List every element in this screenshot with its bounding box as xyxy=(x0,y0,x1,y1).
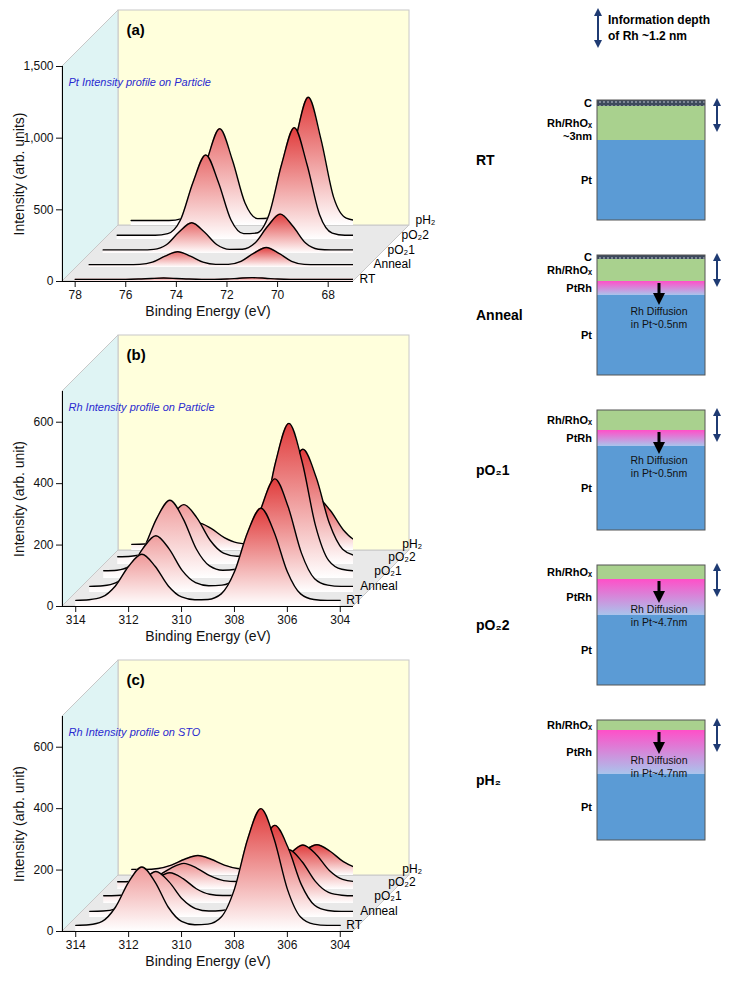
svg-text:308: 308 xyxy=(224,613,244,627)
svg-text:PtRh: PtRh xyxy=(566,591,592,603)
svg-text:400: 400 xyxy=(33,476,53,490)
svg-text:Intensity (arb. unit): Intensity (arb. unit) xyxy=(11,766,27,882)
svg-text:(b): (b) xyxy=(127,346,146,363)
svg-text:600: 600 xyxy=(33,740,53,754)
svg-text:in Pt~4.7nm: in Pt~4.7nm xyxy=(631,616,688,628)
svg-text:0: 0 xyxy=(47,924,54,938)
svg-text:pO₂2: pO₂2 xyxy=(476,617,510,633)
svg-text:600: 600 xyxy=(33,415,53,429)
svg-text:72: 72 xyxy=(220,288,234,302)
svg-text:PtRh: PtRh xyxy=(566,432,592,444)
svg-text:312: 312 xyxy=(119,938,139,952)
svg-text:Information depth: Information depth xyxy=(608,13,710,27)
svg-text:pO₂1: pO₂1 xyxy=(374,889,402,903)
svg-text:Pt: Pt xyxy=(581,801,592,813)
svg-text:78: 78 xyxy=(68,288,82,302)
svg-text:pH₂: pH₂ xyxy=(476,772,501,788)
svg-text:Pt: Pt xyxy=(581,482,592,494)
svg-text:pO₂1: pO₂1 xyxy=(374,564,402,578)
svg-text:304: 304 xyxy=(330,613,350,627)
svg-text:in Pt~0.5nm: in Pt~0.5nm xyxy=(631,467,688,479)
svg-text:~3nm: ~3nm xyxy=(563,130,592,142)
svg-text:Rh/RhOₓ: Rh/RhOₓ xyxy=(547,264,593,276)
svg-text:RT: RT xyxy=(360,272,376,286)
svg-text:306: 306 xyxy=(277,938,297,952)
svg-text:Anneal: Anneal xyxy=(476,307,523,323)
svg-text:310: 310 xyxy=(172,613,192,627)
svg-text:Intensity (arb. unit): Intensity (arb. unit) xyxy=(11,441,27,557)
svg-text:70: 70 xyxy=(271,288,285,302)
svg-text:304: 304 xyxy=(330,938,350,952)
svg-text:pO₂2: pO₂2 xyxy=(388,875,416,889)
svg-text:PtRh: PtRh xyxy=(566,282,592,294)
svg-text:Anneal: Anneal xyxy=(360,904,397,918)
svg-text:74: 74 xyxy=(170,288,184,302)
svg-text:(c): (c) xyxy=(127,671,145,688)
svg-text:Pt: Pt xyxy=(581,329,592,341)
svg-text:Anneal: Anneal xyxy=(360,579,397,593)
svg-text:RT: RT xyxy=(346,918,362,932)
svg-text:Rh Diffusion: Rh Diffusion xyxy=(630,305,687,317)
svg-text:PtRh: PtRh xyxy=(566,746,592,758)
svg-text:Rh Diffusion: Rh Diffusion xyxy=(630,603,687,615)
svg-text:C: C xyxy=(584,97,592,109)
svg-text:RT: RT xyxy=(476,152,495,168)
svg-text:Pt: Pt xyxy=(581,644,592,656)
svg-text:200: 200 xyxy=(33,863,53,877)
svg-text:pO₂1: pO₂1 xyxy=(476,462,510,478)
svg-text:Rh/RhOₓ: Rh/RhOₓ xyxy=(547,117,593,129)
svg-text:pH₂: pH₂ xyxy=(402,862,423,877)
svg-text:314: 314 xyxy=(66,938,86,952)
svg-text:Pt: Pt xyxy=(581,174,592,186)
svg-text:in Pt~4.7nm: in Pt~4.7nm xyxy=(631,767,688,779)
svg-text:pH₂: pH₂ xyxy=(402,537,423,552)
svg-text:Pt Intensity profile on Partic: Pt Intensity profile on Particle xyxy=(69,76,211,88)
svg-text:pH₂: pH₂ xyxy=(416,213,436,227)
svg-text:1,500: 1,500 xyxy=(23,59,53,73)
svg-text:Rh Intensity profile on STO: Rh Intensity profile on STO xyxy=(69,726,201,738)
svg-text:312: 312 xyxy=(119,613,139,627)
svg-text:Rh Diffusion: Rh Diffusion xyxy=(630,454,687,466)
svg-text:Binding Energy (eV): Binding Energy (eV) xyxy=(145,303,270,319)
svg-text:306: 306 xyxy=(277,613,297,627)
svg-text:Rh Diffusion: Rh Diffusion xyxy=(630,754,687,766)
svg-text:in Pt~0.5nm: in Pt~0.5nm xyxy=(631,318,688,330)
svg-text:0: 0 xyxy=(47,599,54,613)
svg-text:Rh Intensity profile on Partic: Rh Intensity profile on Particle xyxy=(69,401,215,413)
svg-text:308: 308 xyxy=(224,938,244,952)
svg-text:Intensity (arb. units): Intensity (arb. units) xyxy=(11,113,27,236)
svg-text:400: 400 xyxy=(33,801,53,815)
svg-text:310: 310 xyxy=(172,938,192,952)
svg-text:0: 0 xyxy=(47,274,54,288)
svg-text:Rh/RhOₓ: Rh/RhOₓ xyxy=(547,566,593,578)
svg-text:(a): (a) xyxy=(127,21,145,38)
svg-text:Rh/RhOₓ: Rh/RhOₓ xyxy=(547,719,593,731)
svg-text:68: 68 xyxy=(322,288,336,302)
svg-text:1,000: 1,000 xyxy=(23,131,53,145)
svg-text:pO₂2: pO₂2 xyxy=(402,228,430,242)
svg-text:pO₂1: pO₂1 xyxy=(388,243,416,257)
svg-text:RT: RT xyxy=(346,593,362,607)
svg-text:500: 500 xyxy=(33,203,53,217)
svg-text:Rh/RhOₓ: Rh/RhOₓ xyxy=(547,414,593,426)
svg-text:314: 314 xyxy=(66,613,86,627)
svg-text:Binding Energy (eV): Binding Energy (eV) xyxy=(145,953,270,969)
svg-text:76: 76 xyxy=(119,288,133,302)
svg-text:of Rh ~1.2 nm: of Rh ~1.2 nm xyxy=(608,29,687,43)
svg-text:Anneal: Anneal xyxy=(374,257,411,271)
svg-text:pO₂2: pO₂2 xyxy=(388,550,416,564)
svg-text:C: C xyxy=(584,251,592,263)
svg-text:Binding Energy (eV): Binding Energy (eV) xyxy=(145,628,270,644)
svg-text:200: 200 xyxy=(33,538,53,552)
